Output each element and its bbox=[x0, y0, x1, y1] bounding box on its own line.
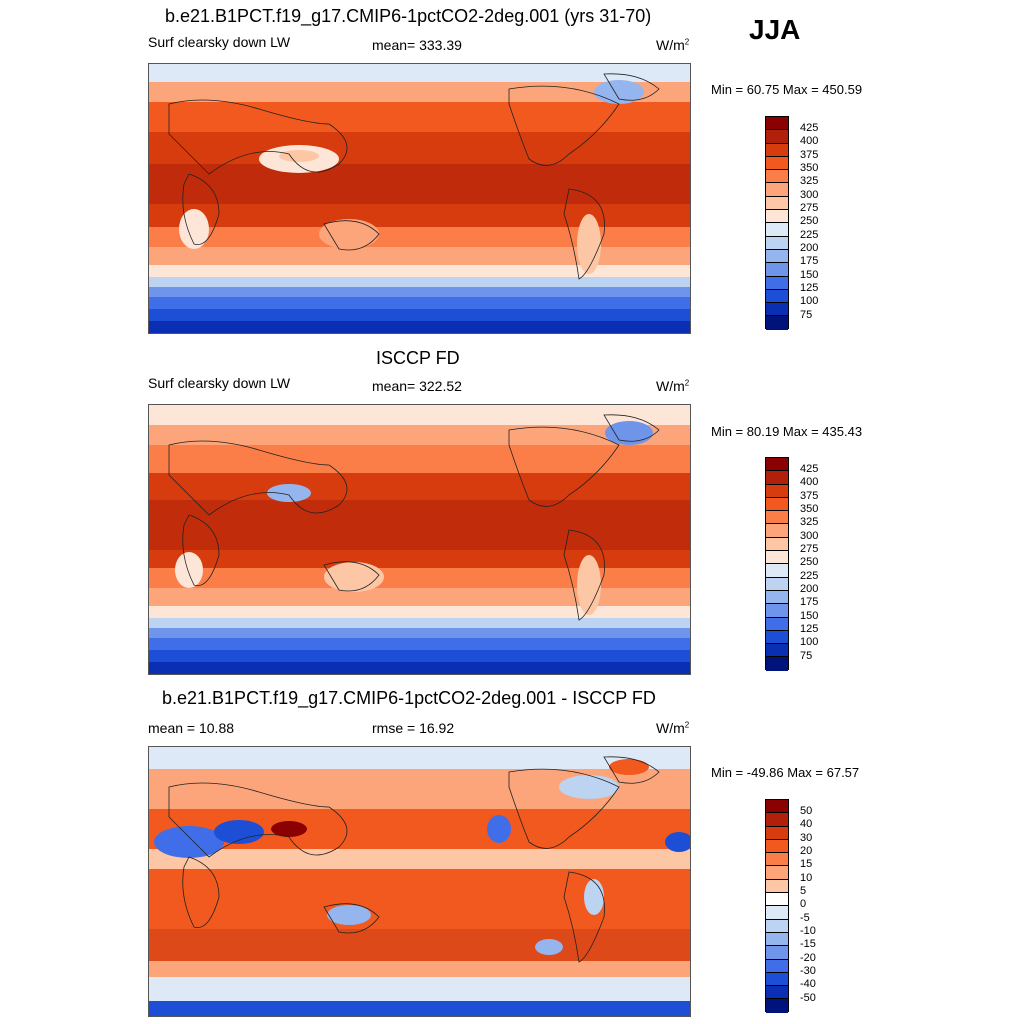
panel3-title: b.e21.B1PCT.f19_g17.CMIP6-1pctCO2-2deg.0… bbox=[162, 688, 656, 708]
panel2-title: ISCCP FD bbox=[376, 348, 460, 368]
panel1-tick: 400 bbox=[800, 135, 819, 147]
panel3-mean-label: mean = 10.88 bbox=[148, 720, 235, 736]
panel3-tick: 50 bbox=[800, 805, 813, 817]
panel1-colorbar bbox=[765, 116, 789, 330]
panel1-map-graphic bbox=[149, 64, 690, 333]
panel3-tick: -40 bbox=[800, 978, 816, 990]
panel3-tick: -10 bbox=[800, 925, 816, 937]
panel3-tick: 40 bbox=[800, 818, 813, 830]
panel1-tick: 350 bbox=[800, 162, 819, 174]
panel1-tick: 375 bbox=[800, 149, 819, 161]
panel1-tick: 175 bbox=[800, 255, 819, 267]
panel2-tick: 275 bbox=[800, 543, 819, 555]
panel3-tick: 5 bbox=[800, 885, 807, 897]
panel2-tick: 300 bbox=[800, 530, 819, 542]
panel3-tick: -50 bbox=[800, 992, 816, 1004]
panel2-tick: 175 bbox=[800, 596, 819, 608]
panel1-tick: 100 bbox=[800, 295, 819, 307]
panel1-tick: 250 bbox=[800, 215, 819, 227]
panel3-map bbox=[148, 746, 691, 1017]
panel2-tick: 225 bbox=[800, 570, 819, 582]
panel2-tick: 325 bbox=[800, 516, 819, 528]
panel3-tick: 10 bbox=[800, 872, 813, 884]
panel3-tick: -20 bbox=[800, 952, 816, 964]
panel1-minmax: Min = 60.75 Max = 450.59 bbox=[711, 82, 863, 97]
panel2-tick: 250 bbox=[800, 556, 819, 568]
panel3-rmse-label: rmse = 16.92 bbox=[372, 720, 455, 736]
panel2-tick: 200 bbox=[800, 583, 819, 595]
panel2-mean-label: mean= 322.52 bbox=[372, 378, 462, 394]
panel2-minmax: Min = 80.19 Max = 435.43 bbox=[711, 424, 863, 439]
panel2-map-graphic bbox=[149, 405, 690, 674]
panel2-map bbox=[148, 404, 691, 675]
panel2-tick: 425 bbox=[800, 463, 819, 475]
panel3-minmax: Min = -49.86 Max = 67.57 bbox=[711, 765, 860, 780]
panel2-tick: 350 bbox=[800, 503, 819, 515]
panel3-tick: -15 bbox=[800, 938, 816, 950]
panel3-tick: 30 bbox=[800, 832, 813, 844]
panel1-tick: 225 bbox=[800, 229, 819, 241]
panel1-tick: 325 bbox=[800, 175, 819, 187]
panel1-tick: 150 bbox=[800, 269, 819, 281]
panel3-tick: -30 bbox=[800, 965, 816, 977]
panel2-tick: 100 bbox=[800, 636, 819, 648]
panel2-units: W/m2 bbox=[656, 378, 690, 394]
season-label: JJA bbox=[749, 14, 801, 45]
panel2-tick: 400 bbox=[800, 476, 819, 488]
panel1-units: W/m2 bbox=[656, 37, 690, 53]
panel3-colorbar bbox=[765, 799, 789, 1013]
panel1-tick: 75 bbox=[800, 309, 813, 321]
panel1-tick: 125 bbox=[800, 282, 819, 294]
panel2-tick: 75 bbox=[800, 650, 813, 662]
panel1-mean-label: mean= 333.39 bbox=[372, 37, 462, 53]
panel3-tick: 15 bbox=[800, 858, 813, 870]
panel3-tick: 0 bbox=[800, 898, 807, 910]
panel2-tick: 375 bbox=[800, 490, 819, 502]
panel1-variable-label: Surf clearsky down LW bbox=[148, 34, 291, 50]
panel2-tick: 125 bbox=[800, 623, 819, 635]
panel3-tick: 20 bbox=[800, 845, 813, 857]
panel1-tick: 200 bbox=[800, 242, 819, 254]
panel1-tick: 300 bbox=[800, 189, 819, 201]
panel1-map bbox=[148, 63, 691, 334]
panel3-units: W/m2 bbox=[656, 720, 690, 736]
panel1-tick: 275 bbox=[800, 202, 819, 214]
panel3-tick: -5 bbox=[800, 912, 810, 924]
panel3-map-graphic bbox=[149, 747, 690, 1016]
panel2-variable-label: Surf clearsky down LW bbox=[148, 375, 291, 391]
panel2-tick: 150 bbox=[800, 610, 819, 622]
panel1-tick: 425 bbox=[800, 122, 819, 134]
panel2-colorbar bbox=[765, 457, 789, 671]
panel1-title: b.e21.B1PCT.f19_g17.CMIP6-1pctCO2-2deg.0… bbox=[165, 6, 652, 26]
